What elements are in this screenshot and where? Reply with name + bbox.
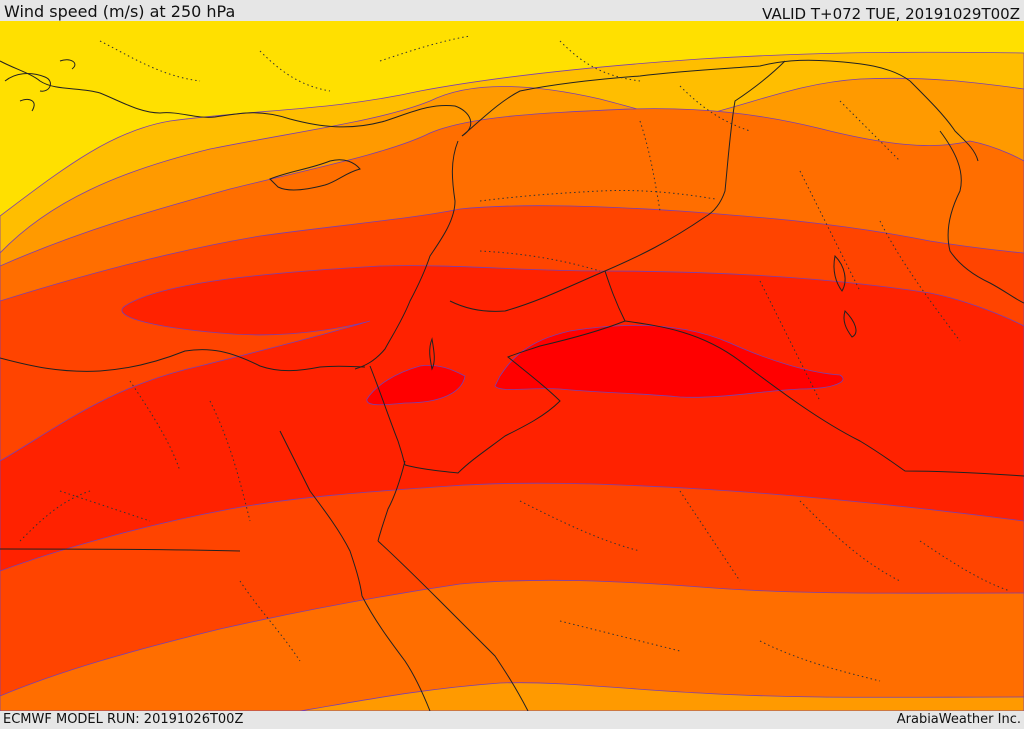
dead-sea-coast	[429, 337, 435, 371]
wind-core-west	[366, 364, 466, 406]
jordan-saudi-border	[404, 270, 626, 474]
province-lines-north	[99, 35, 901, 162]
red-sea-east-coast	[377, 540, 529, 711]
wind-core-east	[494, 325, 844, 398]
egypt-north-coast	[0, 349, 366, 372]
valid-time-label: VALID T+072 TUE, 20191029T00Z	[762, 5, 1020, 23]
footer-bar: ECMWF MODEL RUN: 20191026T00Z ArabiaWeat…	[0, 711, 1024, 729]
iraq-saudi-border	[624, 320, 1024, 477]
map-title: Wind speed (m/s) at 250 hPa	[4, 2, 236, 21]
gulf-of-aqaba-coast	[377, 460, 406, 542]
egypt-sudan-border	[0, 548, 241, 552]
model-run-label: ECMWF MODEL RUN: 20191026T00Z	[3, 712, 244, 727]
persian-gulf-coast	[939, 130, 1024, 304]
wind-speed-map	[0, 21, 1024, 711]
bahrain-qatar-coast	[833, 254, 857, 338]
title-bar: Wind speed (m/s) at 250 hPa VALID T+072 …	[0, 0, 1024, 23]
iran-iraq-border	[909, 80, 979, 162]
red-sea-west-coast	[361, 595, 431, 711]
turkey-syria-border	[461, 59, 911, 137]
credit-label: ArabiaWeather Inc.	[896, 712, 1021, 727]
egypt-israel-border	[369, 365, 406, 466]
wind-band-3-south	[299, 682, 1024, 711]
wind-band-4-south	[0, 579, 1024, 711]
aegean-islands	[4, 59, 76, 112]
gulf-of-suez-coast	[279, 430, 363, 597]
levant-coast	[354, 140, 459, 370]
turkey-south-coast	[0, 60, 472, 137]
province-lines-saudi	[519, 490, 1011, 682]
syria-iraq-border	[704, 60, 786, 218]
cyprus-coast	[269, 159, 361, 191]
jordan-iraq-border	[449, 216, 706, 312]
